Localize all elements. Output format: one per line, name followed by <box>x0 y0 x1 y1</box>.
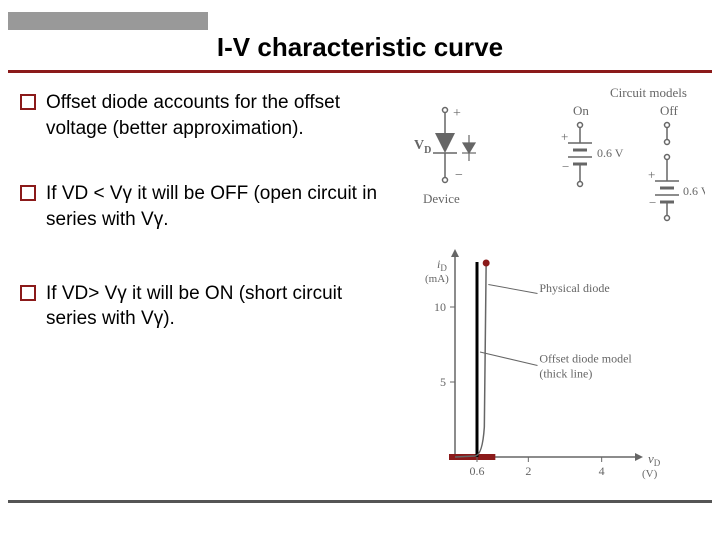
on-circuit <box>568 123 592 187</box>
svg-text:Physical diode: Physical diode <box>539 281 609 295</box>
svg-text:0.6: 0.6 <box>470 464 485 478</box>
device-label: Device <box>423 191 460 206</box>
svg-text:VD: VD <box>414 138 431 156</box>
page-title: I-V characteristic curve <box>0 32 720 63</box>
on-voltage: 0.6 V <box>597 146 624 160</box>
svg-text:4: 4 <box>599 464 605 478</box>
svg-text:+: + <box>648 167 655 182</box>
title-underline <box>8 70 712 73</box>
svg-text:(V): (V) <box>642 468 658 480</box>
bullet-marker <box>20 185 36 201</box>
bullet-text: Offset diode accounts for the offset vol… <box>46 90 390 141</box>
svg-text:Offset diode model: Offset diode model <box>539 352 632 366</box>
header-accent-bar <box>8 12 208 30</box>
svg-text:+: + <box>561 129 568 144</box>
svg-text:(mA): (mA) <box>425 273 449 285</box>
iv-chart: 0.6 2 4 5 10 iD(mA) vD(V) Physical diode Offset … <box>405 245 705 495</box>
svg-text:−: − <box>649 195 656 210</box>
vd-label: V <box>414 138 424 153</box>
footer-line <box>8 500 712 503</box>
off-voltage: 0.6 V <box>683 184 705 198</box>
bullet-text: If VD> Vγ it will be ON (short circuit s… <box>46 281 390 332</box>
svg-text:iD: iD <box>437 257 447 273</box>
bullet-list: Offset diode accounts for the offset vol… <box>20 90 390 332</box>
off-circuit <box>655 123 679 221</box>
svg-text:−: − <box>562 159 569 174</box>
svg-text:(thick line): (thick line) <box>539 367 592 381</box>
svg-text:2: 2 <box>525 464 531 478</box>
bullet-text: If VD < Vγ it will be OFF (open circuit … <box>46 181 390 232</box>
svg-text:10: 10 <box>434 300 446 314</box>
svg-text:vD: vD <box>648 451 661 468</box>
svg-text:5: 5 <box>440 375 446 389</box>
bullet-item: If VD> Vγ it will be ON (short circuit s… <box>20 281 390 332</box>
svg-text:−: − <box>455 168 463 183</box>
on-label: On <box>573 103 589 118</box>
off-label: Off <box>660 103 678 118</box>
circuit-models-figure: Circuit models + − VD Device On + − 0.6 … <box>405 85 705 235</box>
bullet-marker <box>20 285 36 301</box>
bullet-marker <box>20 94 36 110</box>
bullet-item: If VD < Vγ it will be OFF (open circuit … <box>20 181 390 232</box>
svg-text:+: + <box>453 106 461 121</box>
bullet-item: Offset diode accounts for the offset vol… <box>20 90 390 141</box>
circuit-models-header: Circuit models <box>610 85 687 100</box>
